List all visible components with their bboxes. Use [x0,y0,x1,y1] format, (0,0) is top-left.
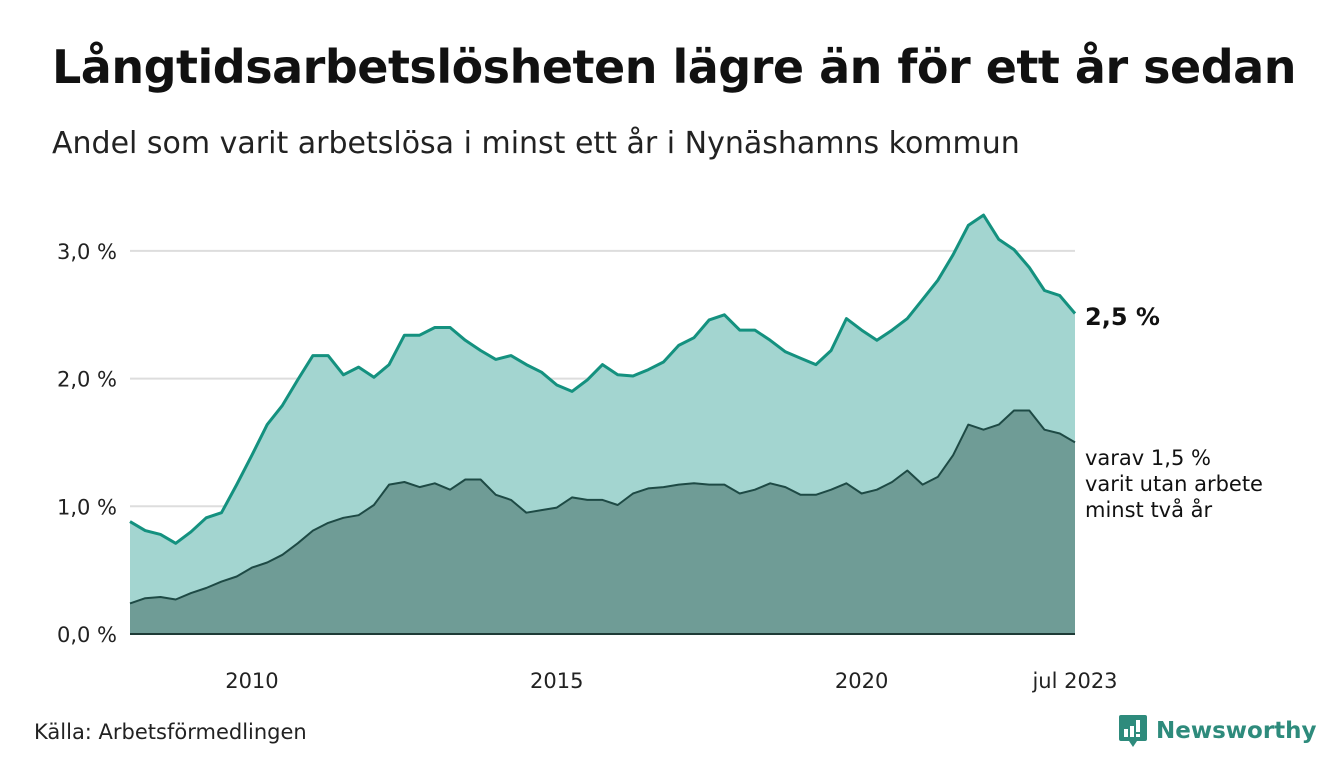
newsworthy-logo: Newsworthy [1118,714,1317,748]
bar-chart-bubble-icon [1119,715,1147,747]
y-tick-label: 2,0 % [57,368,117,392]
x-tick-label: 2010 [225,669,278,693]
source-note: Källa: Arbetsförmedlingen [34,720,307,744]
area-min-two-years [130,410,1075,634]
chart-subtitle: Andel som varit arbetslösa i minst ett å… [52,126,1020,161]
brand-name: Newsworthy [1156,718,1317,744]
end-annotation-line: varit utan arbete [1085,472,1263,496]
y-tick-label: 0,0 % [57,623,117,647]
x-tick-label: 2020 [835,669,888,693]
x-tick-label: 2015 [530,669,583,693]
x-tick-label: jul 2023 [1031,669,1117,693]
line-min-two-years [129,409,1076,605]
end-annotation-line: minst två år [1085,497,1213,522]
line-min-one-year [129,213,1077,545]
chart-title: Långtidsarbetslösheten lägre än för ett … [52,40,1296,94]
end-annotation-line: varav 1,5 % [1085,446,1211,470]
y-tick-label: 1,0 % [57,495,117,519]
end-value-label: 2,5 % [1085,303,1160,331]
y-tick-label: 3,0 % [57,240,117,264]
